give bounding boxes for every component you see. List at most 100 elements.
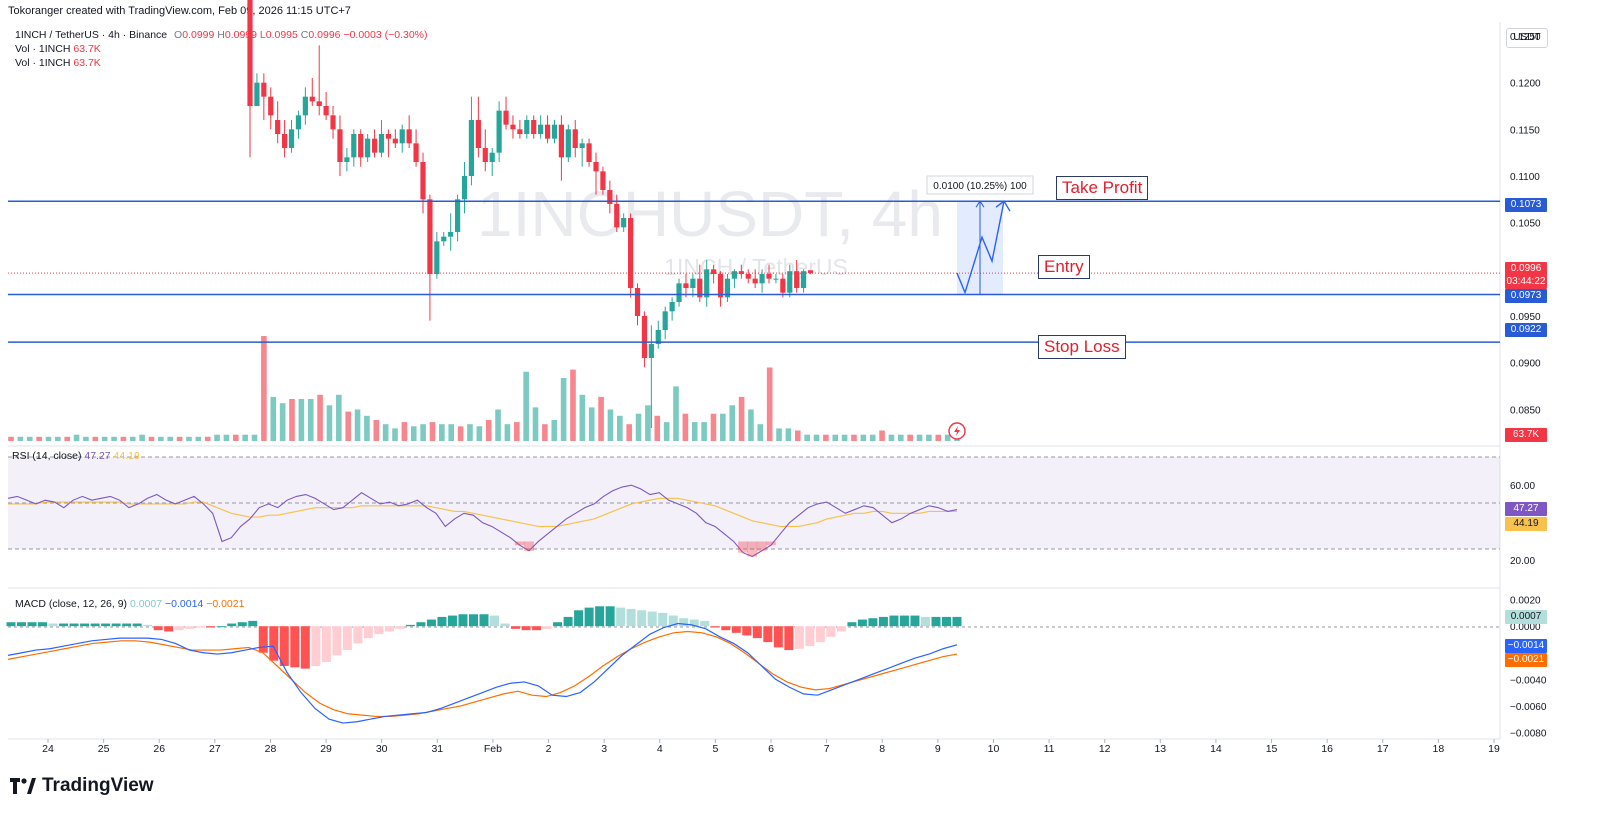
volume-bar [73,434,80,441]
volume-bar [926,434,932,441]
volume-bar [729,405,736,441]
volume-bar [223,434,230,441]
measure-box [926,175,1034,195]
candle-body [717,274,724,298]
price-tick: 0.1050 [1510,219,1541,230]
candle-body [641,316,648,358]
volume-bar [364,415,370,441]
macd-legend[interactable]: MACD (close, 12, 26, 9) 0.0007 −0.0014 −… [15,598,244,610]
legend-symbol[interactable]: 1INCH / TetherUS · 4h · Binance [15,29,168,41]
macd-tick: 0.0020 [1510,596,1541,607]
macd-histogram-bar [311,626,321,666]
x-tick-label: 17 [1377,743,1389,755]
stop-loss-label[interactable]: Stop Loss [1038,335,1126,359]
candle-body [558,124,564,158]
take-profit-label[interactable]: Take Profit [1056,176,1149,200]
countdown-box: 03:44:22 [1505,275,1547,289]
macd-line-box: −0.0014 [1505,639,1547,653]
macd-tick: −0.0060 [1510,702,1547,713]
volume-bar [879,430,885,441]
macd-histogram-bar [237,622,247,627]
lightning-icon[interactable] [948,422,966,440]
volume-bar [935,434,942,441]
macd-histogram-bar [27,622,37,627]
macd-histogram-bar [794,626,804,649]
macd-histogram-bar [17,622,27,627]
volume-bar [860,434,867,441]
macd-histogram-bar [605,606,615,627]
volume-bar [429,422,436,441]
legend-close-label: C [300,29,309,41]
candle-body [676,283,682,302]
tradingview-logo[interactable]: TradingView [10,775,154,797]
x-tick-label: 18 [1433,743,1445,755]
volume-bar [485,420,492,441]
macd-histogram-bar [248,620,258,627]
entry-label[interactable]: Entry [1038,255,1090,279]
legend-low-label: L [259,29,266,41]
candle-body [565,129,571,158]
candle-body [448,232,454,237]
volume-bar [757,424,764,441]
macd-histogram-bar [763,626,773,643]
volume-bar [251,434,258,441]
macd-line [7,622,958,724]
volume-bar [701,422,707,441]
candle-body [275,120,281,134]
legend-high: 0.0999 [224,29,257,41]
macd-histogram-bar [69,623,79,627]
legend-vol-1-value: 63.7K [73,43,101,55]
macd-histogram-bar [395,626,405,629]
price-tick: 0.1200 [1510,79,1541,90]
legend-vol-2[interactable]: Vol · 1INCH 63.7K [15,57,101,69]
macd-histogram-bar [153,626,163,631]
rsi-value: 47.27 [84,450,111,462]
candle-body [392,138,398,144]
volume-bar [167,436,174,441]
macd-histogram-bar [920,616,930,627]
x-tick-label: 29 [320,743,332,755]
candle-body [268,96,274,116]
macd-histogram-bar [805,626,815,647]
x-tick-label: 4 [657,743,663,755]
x-tick-label: 24 [42,743,54,755]
macd-histogram-bar [847,622,857,627]
x-tick-label: 3 [601,743,607,755]
macd-histogram-bar [164,626,174,632]
volume-bar [898,434,904,441]
macd-histogram-bar [616,607,626,627]
macd-histogram-bar [143,624,153,627]
candle-body [468,120,475,176]
volume-bar [158,436,164,441]
price-tick: 0.1150 [1510,125,1540,136]
last-price-box: 0.0996 [1505,262,1547,276]
candle-body [711,269,717,274]
candle-body [517,129,523,134]
volume-bar [26,436,33,441]
rsi-legend[interactable]: RSI (14, close) 47.27 44.19 [12,450,140,462]
macd-histogram-bar [195,626,205,628]
volume-bar [129,436,136,441]
volume-bar [279,403,286,441]
legend-vol-2-value: 63.7K [73,57,101,69]
macd-tick: −0.0080 [1510,728,1547,739]
x-tick-label: Feb [484,743,502,755]
currency-box[interactable]: USDT [1506,28,1548,48]
legend-change: −0.0003 (−0.30%) [343,29,428,41]
candle-body [302,96,308,116]
volume-bar [617,415,623,441]
macd-histogram-bar [679,618,689,627]
candle-body [628,218,634,288]
macd-histogram-bar [468,614,478,627]
candle-body [780,278,786,293]
x-tick-label: 14 [1210,743,1222,755]
x-axis-ticks: 24 25 26 27 28 29 30 31 Feb 2 3 4 5 6 7 8 9 10 11 12 13 14 15 1… [42,739,1500,755]
candle-body [337,129,343,162]
legend-vol-1[interactable]: Vol · 1INCH 63.7K [15,43,101,55]
candle-body [724,278,731,298]
volume-bar [17,436,24,441]
volume-bar [663,422,670,441]
attribution-text: Tokoranger created with TradingView.com,… [8,5,351,17]
candle-body [634,288,641,316]
